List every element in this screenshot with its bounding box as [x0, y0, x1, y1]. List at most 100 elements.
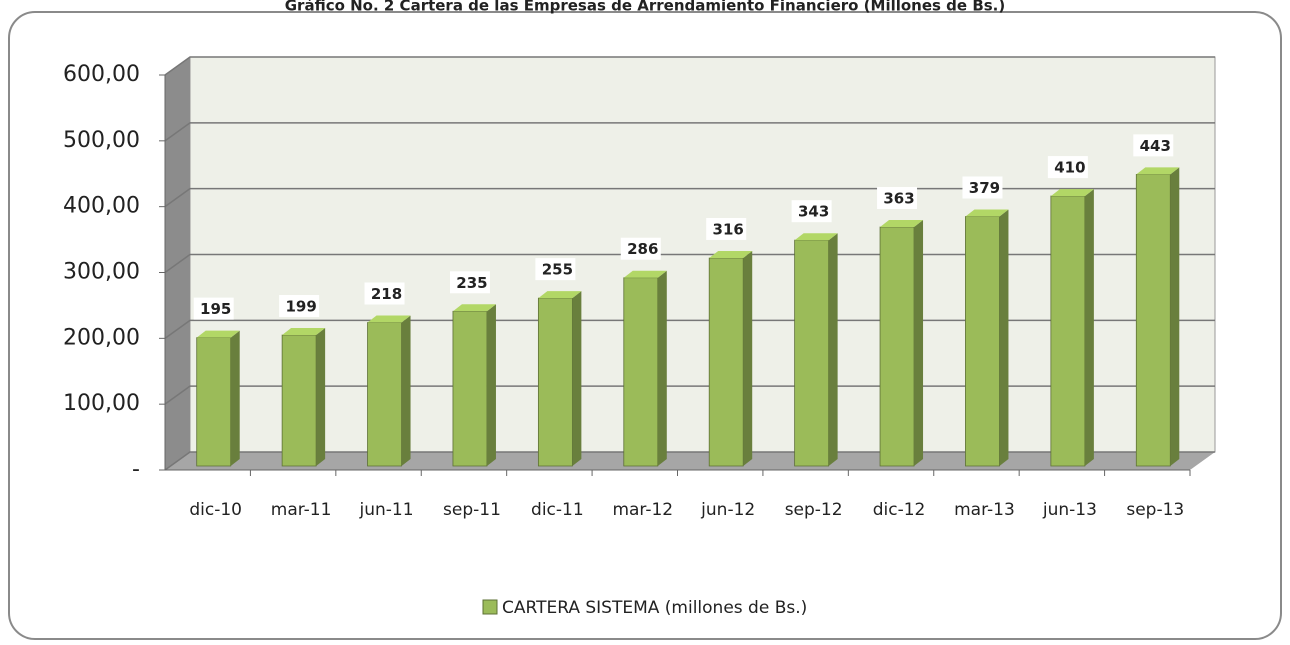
- bar-side: [1084, 189, 1094, 467]
- x-tick-label: dic-10: [189, 500, 242, 520]
- data-label: 286: [627, 240, 658, 258]
- y-tick-label: -: [132, 457, 140, 482]
- bar-side: [316, 327, 326, 466]
- data-label-bg: [1133, 134, 1174, 157]
- legend-swatch: [482, 599, 498, 615]
- legend-label: CARTERA SISTEMA (millones de Bs.): [502, 598, 807, 618]
- data-label: 343: [798, 203, 829, 221]
- data-label-bg: [791, 200, 832, 223]
- bar-side: [401, 315, 411, 466]
- data-label-bg: [706, 217, 747, 240]
- x-tick-label: sep-13: [1126, 500, 1184, 520]
- data-label-bg: [962, 176, 1003, 199]
- bar: [1050, 189, 1094, 467]
- bar-front: [537, 297, 573, 467]
- data-label: 316: [713, 220, 744, 238]
- x-tick-label: jun-12: [700, 500, 755, 520]
- bar: [623, 270, 667, 467]
- y-tick-label: 100,00: [63, 391, 140, 416]
- x-tick-label: jun-11: [359, 500, 414, 520]
- grid-line: [164, 187, 1215, 208]
- x-tick-label: dic-11: [531, 500, 584, 520]
- bar-side: [486, 304, 496, 466]
- bar-side: [572, 291, 582, 466]
- bar: [367, 315, 411, 467]
- bar-side: [999, 209, 1009, 466]
- bar-top: [452, 304, 496, 312]
- chart-title: Gráfico No. 2 Cartera de las Empresas de…: [285, 0, 1005, 15]
- data-label-bg: [535, 258, 576, 281]
- grid-line: [164, 253, 1215, 274]
- bar-front: [196, 337, 232, 467]
- bar-top: [282, 327, 326, 335]
- grid-line: [164, 122, 1215, 142]
- bar-top: [623, 270, 667, 278]
- bar-front: [965, 216, 1000, 467]
- data-label: 195: [200, 300, 231, 318]
- bar-top: [538, 291, 582, 299]
- bar-side: [1170, 167, 1180, 466]
- bar-top: [196, 330, 240, 338]
- bar-front: [794, 239, 830, 467]
- data-label: 218: [371, 285, 402, 303]
- data-label: 255: [542, 261, 573, 279]
- bar-top: [794, 233, 838, 241]
- bar-top: [367, 315, 411, 323]
- data-label-bg: [364, 282, 405, 305]
- bar-top: [880, 220, 924, 228]
- data-label-bg: [193, 297, 234, 320]
- bar: [281, 327, 326, 467]
- bar: [708, 250, 753, 467]
- bar: [452, 304, 496, 467]
- bar-top: [1050, 189, 1094, 197]
- y-tick-label: 300,00: [63, 260, 140, 285]
- bar-top: [1136, 167, 1180, 175]
- data-label: 410: [1054, 159, 1085, 177]
- bar-front: [452, 310, 488, 467]
- bar-front: [1050, 195, 1086, 467]
- grid-line: [164, 385, 1215, 405]
- grid-line: [164, 56, 1215, 76]
- y-tick-label: 200,00: [63, 325, 140, 350]
- x-tick-label: jun-13: [1042, 500, 1097, 520]
- bar: [1135, 167, 1180, 467]
- bar: [965, 209, 1009, 467]
- bar: [537, 291, 582, 467]
- bar: [196, 330, 240, 467]
- x-tick-label: dic-12: [873, 500, 926, 520]
- data-label: 379: [969, 179, 1000, 197]
- y-tick-label: 600,00: [63, 62, 140, 87]
- data-label-bg: [1047, 156, 1088, 179]
- bar-front: [367, 322, 402, 467]
- data-label-bg: [620, 237, 661, 260]
- x-tick-label: mar-12: [612, 500, 673, 520]
- bar-front: [708, 257, 744, 467]
- bar-top: [965, 209, 1009, 217]
- bar-front: [281, 334, 317, 467]
- grid-line: [164, 319, 1215, 339]
- bar-front: [879, 226, 915, 467]
- bar-side: [914, 220, 924, 466]
- bar-side: [828, 233, 838, 466]
- bar-side: [230, 330, 240, 466]
- data-label: 235: [456, 274, 487, 292]
- bar: [794, 233, 838, 467]
- x-tick-label: mar-13: [954, 500, 1015, 520]
- bar-top: [709, 250, 753, 258]
- data-label: 443: [1140, 137, 1171, 155]
- floor: [165, 452, 1215, 470]
- data-label: 199: [285, 297, 316, 315]
- bar-side: [657, 270, 667, 466]
- bar: [879, 220, 924, 467]
- bar-side: [743, 250, 753, 466]
- x-tick-label: sep-12: [785, 500, 843, 520]
- x-tick-label: sep-11: [443, 500, 501, 520]
- y-tick-label: 500,00: [63, 128, 140, 153]
- grid-line: [164, 451, 1215, 471]
- y-tick-label: 400,00: [63, 194, 140, 219]
- bar-front: [623, 277, 659, 467]
- data-label-bg: [877, 187, 918, 210]
- bar-front: [1135, 173, 1171, 467]
- x-tick-label: mar-11: [271, 500, 332, 520]
